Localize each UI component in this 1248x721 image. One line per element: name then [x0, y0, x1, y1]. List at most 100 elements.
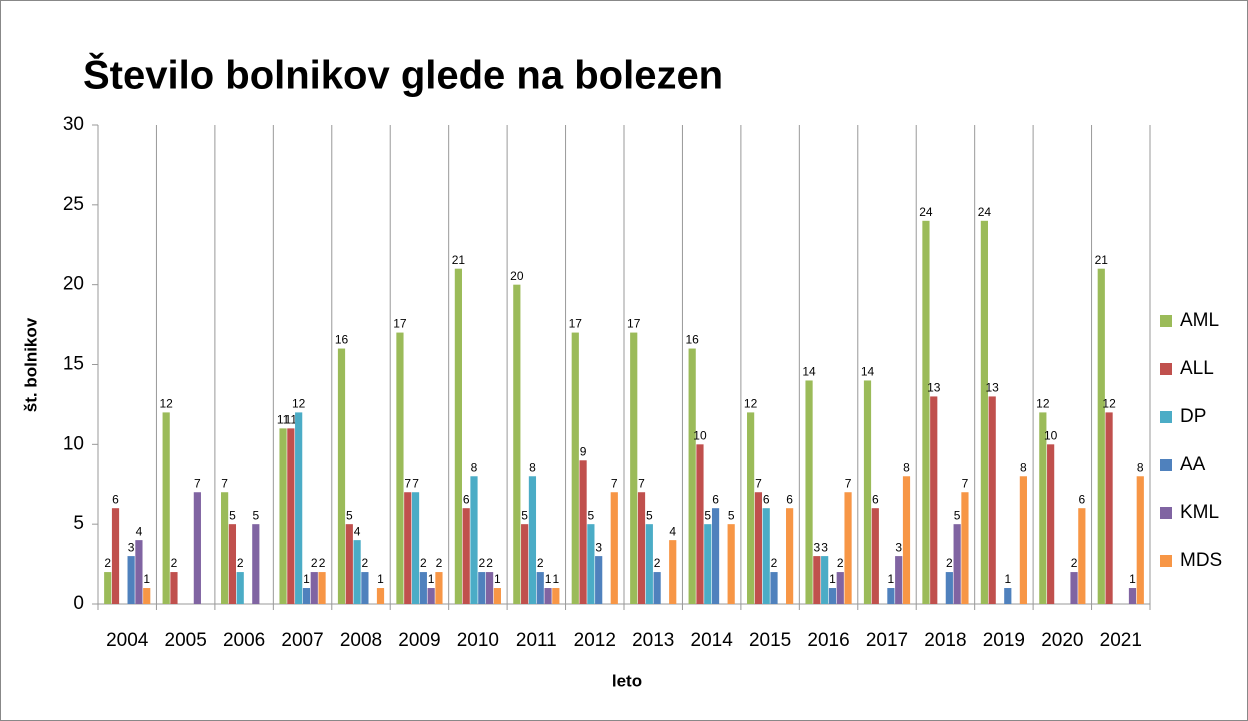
- legend-swatch: [1160, 315, 1172, 327]
- bar: [669, 540, 677, 604]
- data-label: 1: [888, 572, 895, 586]
- data-label: 5: [954, 508, 961, 522]
- bar: [427, 588, 435, 604]
- data-label: 16: [335, 333, 349, 347]
- data-label: 2: [1071, 556, 1078, 570]
- data-label: 12: [744, 397, 758, 411]
- bar: [104, 572, 112, 604]
- data-label: 7: [962, 476, 969, 490]
- data-label: 5: [704, 508, 711, 522]
- data-label: 6: [112, 492, 119, 506]
- data-label: 17: [627, 317, 641, 331]
- data-label: 2: [104, 556, 111, 570]
- data-label: 3: [895, 540, 902, 554]
- data-label: 3: [595, 540, 602, 554]
- legend-label: AML: [1180, 310, 1219, 331]
- data-label: 13: [986, 381, 1000, 395]
- legend-swatch: [1160, 459, 1172, 471]
- data-label: 1: [143, 572, 150, 586]
- bar: [295, 412, 303, 604]
- data-label: 5: [229, 508, 236, 522]
- bar: [221, 492, 229, 604]
- data-label: 8: [471, 460, 478, 474]
- bar: [111, 508, 120, 604]
- data-label: 3: [128, 540, 135, 554]
- bar: [1019, 476, 1027, 604]
- data-label: 1: [428, 572, 435, 586]
- bar: [353, 540, 361, 604]
- bar: [696, 444, 704, 604]
- data-label: 8: [1137, 460, 1144, 474]
- legend-label: MDS: [1180, 550, 1222, 571]
- bar: [688, 348, 696, 604]
- data-label: 1: [494, 572, 501, 586]
- bar: [345, 524, 353, 604]
- bar: [821, 556, 829, 604]
- bar: [513, 284, 521, 604]
- data-label: 1: [1129, 572, 1136, 586]
- bar: [980, 220, 988, 605]
- bar: [770, 572, 778, 604]
- bar: [521, 524, 529, 604]
- bar: [536, 572, 544, 604]
- x-tick-label: 2014: [691, 630, 734, 651]
- bar: [630, 332, 638, 604]
- data-label: 7: [755, 476, 762, 490]
- bar: [711, 508, 720, 604]
- data-label: 6: [763, 492, 770, 506]
- bar: [871, 508, 879, 604]
- legend-label: DP: [1180, 406, 1206, 427]
- data-label: 2: [837, 556, 844, 570]
- bar: [170, 572, 178, 604]
- data-label: 21: [452, 253, 466, 267]
- data-label: 10: [693, 429, 707, 443]
- bar: [895, 556, 903, 604]
- x-tick-label: 2010: [457, 630, 499, 651]
- bar: [552, 588, 560, 604]
- bar: [571, 332, 579, 604]
- bar: [236, 572, 244, 604]
- data-label: 5: [521, 508, 528, 522]
- data-label: 14: [802, 365, 816, 379]
- data-label: 11: [285, 413, 298, 427]
- x-tick-label: 2017: [866, 630, 908, 651]
- legend-swatch: [1160, 555, 1172, 567]
- bar: [404, 492, 412, 604]
- bar: [193, 492, 201, 604]
- data-label: 6: [712, 492, 719, 506]
- data-label: 7: [611, 476, 618, 490]
- data-label: 8: [529, 460, 536, 474]
- data-label: 13: [927, 381, 941, 395]
- data-label: 1: [545, 572, 552, 586]
- data-label: 2: [420, 556, 427, 570]
- bar: [376, 588, 385, 604]
- bar: [1105, 412, 1113, 604]
- x-tick-label: 2019: [983, 630, 1025, 651]
- bar: [454, 268, 462, 604]
- bar: [135, 540, 143, 604]
- data-label: 2: [171, 556, 178, 570]
- bar: [162, 412, 170, 604]
- data-label: 1: [829, 572, 836, 586]
- x-tick-label: 2020: [1041, 630, 1083, 651]
- data-label: 17: [569, 317, 583, 331]
- bar: [228, 524, 237, 604]
- data-label: 2: [771, 556, 778, 570]
- legend-swatch: [1160, 507, 1172, 519]
- data-label: 8: [1020, 460, 1027, 474]
- bar: [595, 556, 603, 604]
- bar: [302, 588, 311, 604]
- bar: [747, 412, 755, 604]
- data-label: 4: [354, 524, 361, 538]
- bar: [579, 460, 587, 604]
- bar: [361, 572, 369, 604]
- bar: [988, 396, 996, 604]
- bar: [462, 508, 470, 604]
- data-label: 12: [1036, 397, 1050, 411]
- x-tick-label: 2008: [340, 630, 382, 651]
- bar: [945, 572, 953, 604]
- y-tick-label: 15: [63, 354, 84, 375]
- data-label: 5: [346, 508, 353, 522]
- data-label: 16: [685, 333, 699, 347]
